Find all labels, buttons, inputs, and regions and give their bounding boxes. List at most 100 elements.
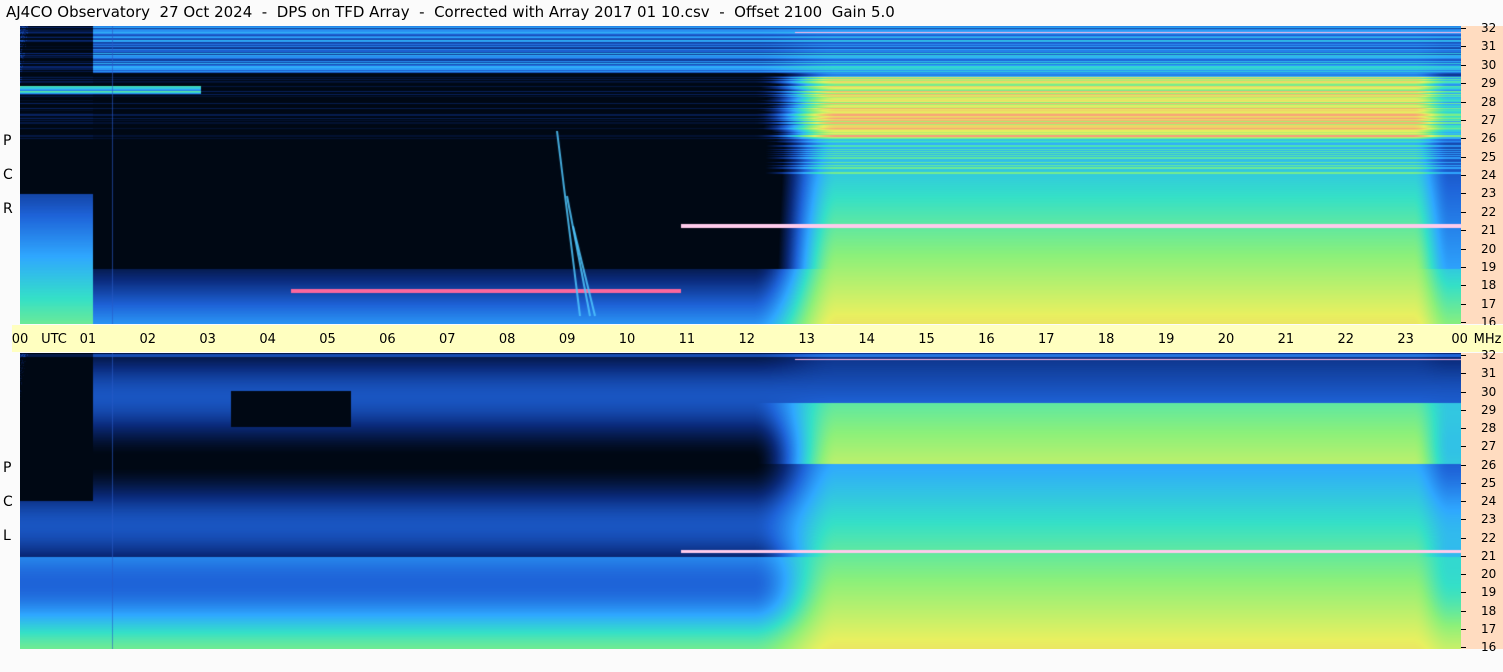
time-tick-label: MHz	[1473, 332, 1502, 347]
freq-tick-label: 24	[1481, 494, 1497, 508]
freq-tick	[1461, 46, 1466, 47]
freq-tick-label: 32	[1481, 348, 1497, 362]
freq-tick-label: 32	[1481, 21, 1497, 35]
time-tick-label: 00	[11, 332, 29, 347]
time-tick-label: 16	[978, 332, 995, 347]
time-tick-label: 09	[558, 332, 576, 347]
freq-tick-label: 20	[1481, 567, 1497, 581]
polarization-letter: R	[3, 201, 13, 217]
freq-tick	[1461, 285, 1466, 286]
polarization-letter: C	[3, 494, 13, 510]
freq-tick-label: 17	[1481, 297, 1497, 311]
freq-tick	[1461, 230, 1466, 231]
time-tick-label: UTC	[41, 332, 67, 347]
time-tick-label: 06	[379, 332, 396, 347]
time-tick-label: 11	[678, 332, 696, 347]
freq-tick	[1461, 355, 1466, 356]
freq-axis-lcp: 32 31 30 29 28 27 26 25 24 23 22 21 20 19 18 17 16	[1461, 348, 1503, 654]
freq-tick	[1461, 538, 1466, 539]
freq-tick	[1461, 249, 1466, 250]
freq-tick-label: 23	[1481, 186, 1497, 200]
freq-tick	[1461, 465, 1466, 466]
freq-tick-label: 25	[1481, 476, 1497, 490]
freq-tick-label: 18	[1481, 278, 1497, 292]
time-axis: 00 01 02 03 04 05 06 07 08 09 10 11 12 13 14 15 16 17 18 19…	[12, 325, 1503, 352]
freq-tick	[1461, 102, 1466, 103]
time-tick-label: 22	[1337, 332, 1355, 347]
freq-tick-label: 27	[1481, 113, 1497, 127]
freq-tick	[1461, 410, 1466, 411]
freq-tick	[1461, 501, 1466, 502]
freq-tick-label: 21	[1481, 223, 1497, 237]
time-tick-label: 00	[1451, 332, 1468, 347]
time-tick-label: 02	[139, 332, 157, 347]
spectrogram-rcp-canvas	[20, 26, 1461, 324]
freq-tick-label: 26	[1481, 131, 1497, 145]
time-tick-label: 07	[439, 332, 456, 347]
time-tick-label: 21	[1277, 332, 1295, 347]
freq-tick-label: 21	[1481, 549, 1497, 563]
polarization-letter: C	[3, 167, 13, 183]
time-tick-label: 19	[1157, 332, 1175, 347]
freq-tick	[1461, 519, 1466, 520]
freq-tick	[1461, 647, 1466, 648]
freq-tick	[1461, 322, 1466, 323]
freq-tick-label: 30	[1481, 385, 1497, 399]
left-margin	[0, 26, 20, 652]
freq-tick-label: 29	[1481, 403, 1497, 417]
time-tick-label: 13	[798, 332, 815, 347]
spectrogram-rcp	[20, 26, 1461, 324]
freq-tick-label: 25	[1481, 150, 1497, 164]
time-tick-label: 17	[1038, 332, 1055, 347]
freq-tick-label: 30	[1481, 58, 1497, 72]
time-tick-label: 03	[199, 332, 216, 347]
time-tick-label: 01	[79, 332, 97, 347]
freq-tick-label: 23	[1481, 512, 1497, 526]
freq-tick	[1461, 446, 1466, 447]
polarization-letter: P	[3, 460, 12, 476]
time-tick-label: 04	[259, 332, 276, 347]
freq-tick	[1461, 629, 1466, 630]
freq-tick-label: 17	[1481, 622, 1497, 636]
time-tick-label: 20	[1217, 332, 1235, 347]
freq-tick	[1461, 212, 1466, 213]
freq-tick-label: 22	[1481, 531, 1497, 545]
freq-tick-label: 27	[1481, 439, 1497, 453]
time-tick-label: 15	[918, 332, 935, 347]
freq-tick	[1461, 193, 1466, 194]
freq-tick-label: 29	[1481, 76, 1497, 90]
freq-tick-label: 28	[1481, 421, 1497, 435]
freq-tick-label: 22	[1481, 205, 1497, 219]
freq-tick	[1461, 138, 1466, 139]
freq-tick	[1461, 267, 1466, 268]
freq-tick	[1461, 483, 1466, 484]
freq-tick	[1461, 65, 1466, 66]
freq-tick	[1461, 392, 1466, 393]
freq-tick-label: 16	[1481, 640, 1497, 654]
freq-tick	[1461, 373, 1466, 374]
freq-tick	[1461, 304, 1466, 305]
polarization-letter: P	[3, 133, 12, 149]
time-tick-label: 12	[738, 332, 756, 347]
spectrogram-lcp	[20, 353, 1461, 649]
time-tick-label: 05	[319, 332, 336, 347]
freq-tick-label: 31	[1481, 366, 1497, 380]
time-tick-label: 10	[618, 332, 636, 347]
spectrogram-lcp-canvas	[20, 353, 1461, 649]
freq-tick-label: 26	[1481, 458, 1497, 472]
freq-tick-label: 19	[1481, 260, 1497, 274]
freq-tick-label: 31	[1481, 39, 1497, 53]
polarization-letter: L	[3, 528, 11, 544]
freq-tick-label: 20	[1481, 242, 1497, 256]
freq-tick	[1461, 611, 1466, 612]
freq-tick	[1461, 157, 1466, 158]
freq-tick	[1461, 120, 1466, 121]
freq-tick-label: 24	[1481, 168, 1497, 182]
freq-tick	[1461, 556, 1466, 557]
time-tick-label: 23	[1397, 332, 1414, 347]
freq-tick	[1461, 28, 1466, 29]
freq-tick-label: 18	[1481, 604, 1497, 618]
freq-tick-label: 28	[1481, 95, 1497, 109]
time-tick-label: 18	[1097, 332, 1115, 347]
time-tick-label: 14	[858, 332, 875, 347]
